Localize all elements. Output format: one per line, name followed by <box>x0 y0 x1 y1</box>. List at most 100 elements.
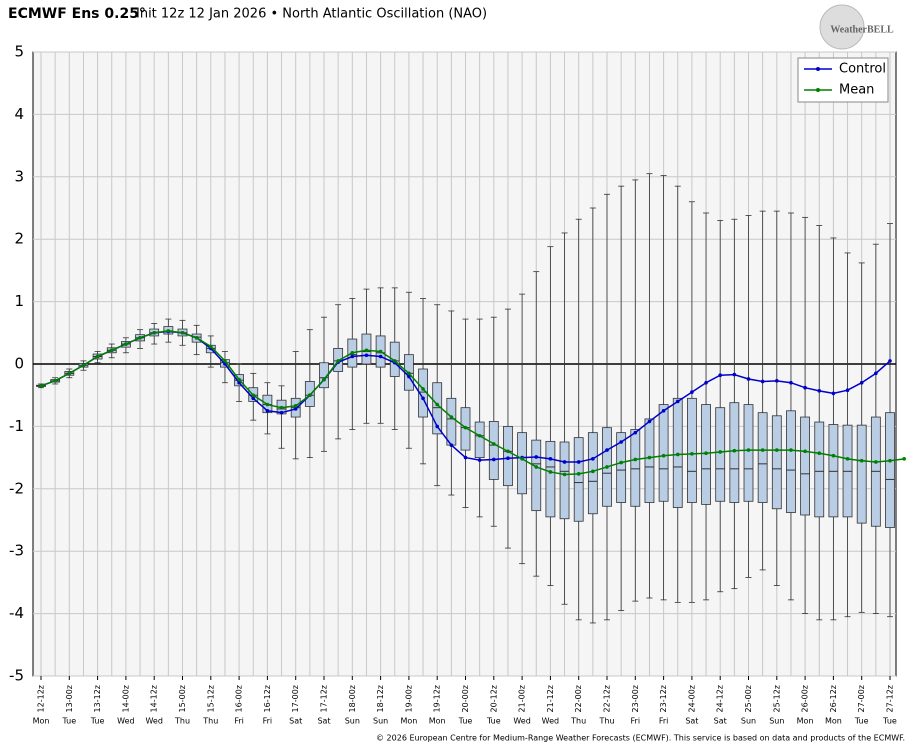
box-plot <box>757 210 768 571</box>
series-point <box>817 389 822 393</box>
series-line <box>40 330 905 476</box>
series-point <box>435 402 440 407</box>
y-tick-label: 3 <box>14 167 24 185</box>
x-tick-label: 22-12z <box>603 685 612 712</box>
series-point <box>591 457 595 461</box>
box <box>885 412 895 528</box>
box <box>587 432 598 515</box>
series-point <box>53 379 57 383</box>
series-point <box>520 457 524 461</box>
x-tick-label: 12-12z <box>37 685 46 712</box>
series-point <box>633 457 638 462</box>
series-point <box>831 391 836 396</box>
box <box>559 441 570 520</box>
box-plot <box>531 271 542 577</box>
x-tick-label: 20-12z <box>489 685 498 712</box>
series-point <box>874 460 878 464</box>
box <box>488 421 499 480</box>
x-tick-label: 16-00z <box>235 685 244 712</box>
box-plot <box>644 173 655 599</box>
box-plot <box>559 232 570 605</box>
box-plot <box>630 179 641 602</box>
weekday-label: Wed <box>145 717 162 726</box>
series-point <box>704 451 708 456</box>
x-tick-label: 27-12z <box>886 685 895 712</box>
x-tick-label: 21-12z <box>546 685 555 712</box>
y-tick-label: -4 <box>9 604 24 622</box>
x-tick-label: 19-00z <box>404 685 413 712</box>
x-tick-label: 15-00z <box>178 685 187 712</box>
weekday-label: Sun <box>373 717 388 726</box>
y-tick-label: 1 <box>14 292 24 310</box>
series-point <box>789 380 793 385</box>
series-point <box>534 455 539 459</box>
series-point <box>534 465 539 469</box>
series-point <box>605 465 609 469</box>
box <box>729 402 740 503</box>
x-tick-label: 25-12z <box>772 685 781 712</box>
x-tick-label: 19-12z <box>433 685 442 712</box>
x-tick-label: 25-00z <box>744 685 753 712</box>
series-point <box>690 452 694 456</box>
series-point <box>888 458 892 463</box>
series-point <box>803 385 807 390</box>
box-plot <box>545 246 556 586</box>
x-tick-label: 18-00z <box>348 685 357 712</box>
series-point <box>67 371 72 376</box>
x-tick-label: 13-12z <box>93 685 102 712</box>
box-plot <box>814 225 825 621</box>
weekday-label: Wed <box>513 717 530 726</box>
x-tick-label: 14-12z <box>150 685 159 712</box>
series-point <box>803 449 807 454</box>
series-point <box>364 348 369 353</box>
box <box>644 418 655 503</box>
series-point <box>95 354 100 359</box>
series-point <box>506 456 510 461</box>
weekday-label: Tue <box>882 717 897 726</box>
weekday-label: Wed <box>117 717 134 726</box>
y-tick-label: 2 <box>14 230 24 248</box>
box <box>446 397 457 446</box>
series-point <box>576 460 581 464</box>
series-point <box>265 409 270 413</box>
box <box>715 407 726 502</box>
box-plot <box>771 210 782 586</box>
series-point <box>293 404 298 408</box>
weekday-label: Mon <box>429 717 446 726</box>
box <box>856 424 867 524</box>
series-point <box>888 359 892 363</box>
series-point <box>279 405 284 410</box>
series-point <box>449 443 454 447</box>
series-point <box>477 433 482 438</box>
series-point <box>407 374 411 379</box>
box-plot <box>743 215 754 578</box>
weekday-label: Tue <box>486 717 501 726</box>
weekday-label: Fri <box>234 717 244 726</box>
weekday-label: Fri <box>631 717 641 726</box>
series-point <box>293 407 298 411</box>
weekday-label: Mon <box>400 717 417 726</box>
series-point <box>265 402 270 407</box>
series-point <box>421 387 425 391</box>
y-tick-label: -2 <box>9 479 24 497</box>
series-point <box>463 425 468 430</box>
weekday-label: Thu <box>174 717 190 726</box>
series-point <box>477 458 482 462</box>
box-plot <box>715 220 726 593</box>
series-point <box>152 331 156 335</box>
series-point <box>209 344 213 349</box>
box <box>658 404 669 502</box>
series-point <box>562 472 567 477</box>
series-point <box>322 377 326 382</box>
weekday-label: Thu <box>598 717 614 726</box>
box-plot <box>687 201 697 603</box>
weekday-label: Sat <box>714 717 727 726</box>
x-tick-label: 23-12z <box>659 685 668 712</box>
series-point <box>576 472 581 476</box>
weekday-label: Tue <box>458 717 473 726</box>
series-point <box>435 424 440 429</box>
box-plot <box>573 218 584 621</box>
series-point <box>718 373 722 378</box>
series-point <box>831 453 836 458</box>
series-point <box>675 399 680 404</box>
